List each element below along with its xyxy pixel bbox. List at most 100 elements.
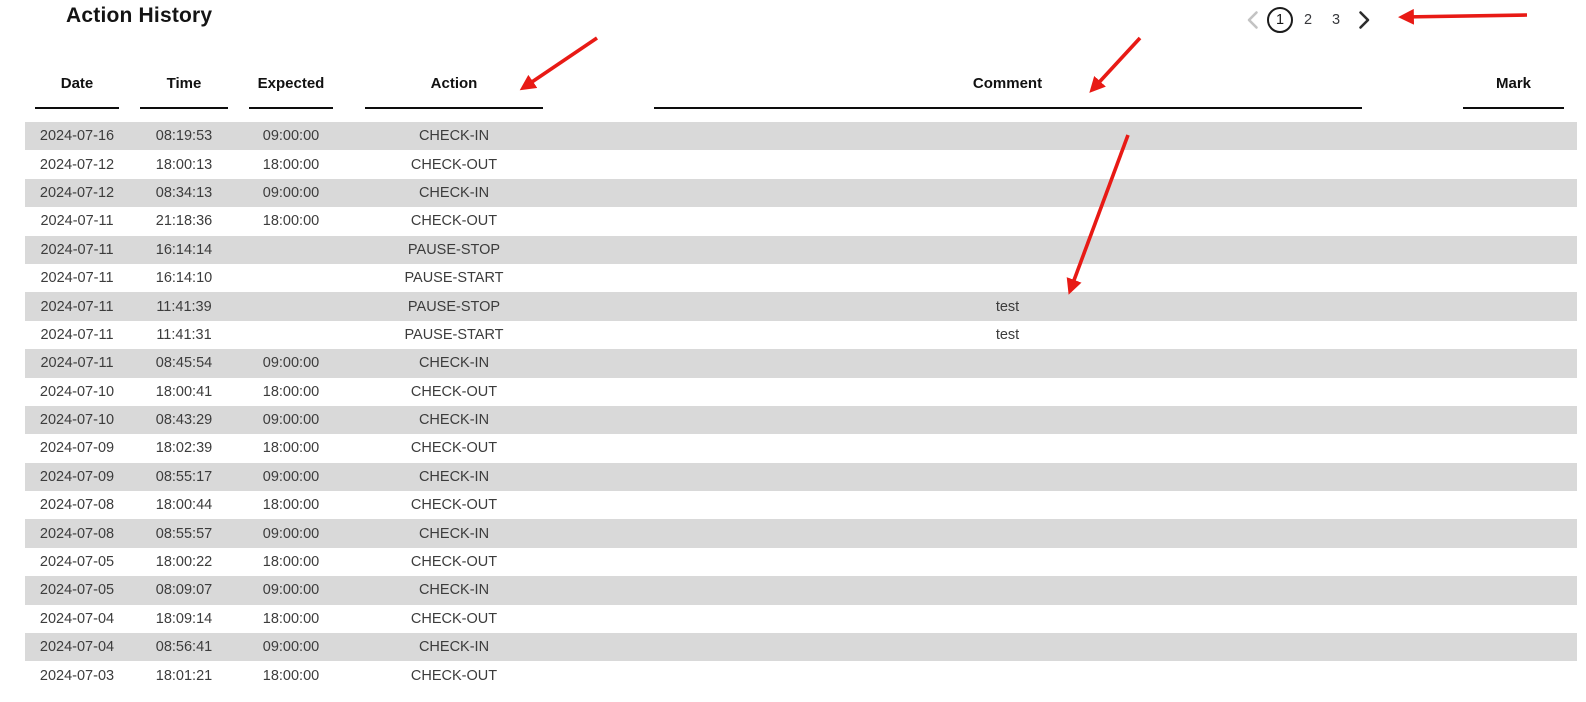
- cell-comment: [565, 150, 1450, 178]
- cell-expected: [239, 235, 343, 264]
- cell-date: 2024-07-09: [39, 440, 115, 457]
- cell-mark: [1450, 264, 1577, 292]
- table-row: 2024-07-11 16:14:14 PAUSE-STOP: [25, 235, 1577, 264]
- cell-comment: test: [995, 326, 1020, 343]
- col-header-date: Date: [25, 66, 129, 122]
- table-row: 2024-07-09 08:55:17 09:00:00 CHECK-IN: [25, 462, 1577, 492]
- cell-date: 2024-07-11: [40, 326, 114, 343]
- cell-date: 2024-07-09: [25, 462, 129, 492]
- cell-comment: [565, 548, 1450, 576]
- cell-comment: [565, 576, 1450, 605]
- cell-mark: [1450, 349, 1577, 378]
- col-header-action: Action: [343, 66, 565, 122]
- cell-time: 11:41:39: [129, 292, 239, 321]
- cell-comment: [565, 405, 1450, 435]
- page-button-3[interactable]: 3: [1322, 6, 1350, 34]
- cell-action: CHECK-OUT: [410, 156, 498, 173]
- cell-action: PAUSE-START: [404, 326, 504, 343]
- header-underline: [1462, 107, 1565, 109]
- col-header-expected: Expected: [239, 66, 343, 122]
- cell-expected: 18:00:00: [262, 156, 320, 173]
- cell-time: 08:55:57: [129, 519, 239, 548]
- chevron-left-icon: [1247, 11, 1258, 29]
- table-row: 2024-07-11 16:14:10 PAUSE-START: [25, 264, 1577, 292]
- table-row: 2024-07-10 08:43:29 09:00:00 CHECK-IN: [25, 405, 1577, 435]
- cell-action: PAUSE-STOP: [343, 235, 565, 264]
- cell-action: CHECK-IN: [343, 405, 565, 435]
- cell-date: 2024-07-05: [39, 554, 115, 571]
- cell-action: PAUSE-STOP: [343, 292, 565, 321]
- cell-comment: [565, 661, 1450, 689]
- cell-expected: [239, 292, 343, 321]
- col-header-time: Time: [129, 66, 239, 122]
- cell-action: CHECK-IN: [343, 349, 565, 378]
- cell-comment: [565, 264, 1450, 292]
- cell-mark: [1450, 462, 1577, 492]
- cell-date: 2024-07-10: [25, 405, 129, 435]
- cell-comment: [565, 122, 1450, 151]
- cell-date: 2024-07-11: [25, 292, 129, 321]
- table-row: 2024-07-11 21:18:36 18:00:00 CHECK-OUT: [25, 207, 1577, 235]
- cell-expected: 09:00:00: [239, 576, 343, 605]
- cell-action: CHECK-OUT: [410, 554, 498, 571]
- cell-time: 18:09:14: [155, 610, 213, 627]
- cell-action: CHECK-IN: [343, 576, 565, 605]
- cell-mark: [1450, 122, 1577, 151]
- cell-time: 18:00:22: [155, 554, 213, 571]
- page-button-2[interactable]: 2: [1294, 6, 1322, 34]
- cell-comment: [565, 207, 1450, 235]
- page-button-1[interactable]: 1: [1267, 7, 1293, 33]
- table-row: 2024-07-04 08:56:41 09:00:00 CHECK-IN: [25, 633, 1577, 662]
- cell-action: CHECK-IN: [343, 462, 565, 492]
- cell-time: 08:45:54: [129, 349, 239, 378]
- table-body: 2024-07-16 08:19:53 09:00:00 CHECK-IN 2024-0…: [25, 122, 1577, 690]
- cell-time: 18:00:41: [155, 383, 213, 400]
- cell-time: 16:14:14: [129, 235, 239, 264]
- cell-mark: [1450, 321, 1577, 349]
- table-row: 2024-07-16 08:19:53 09:00:00 CHECK-IN: [25, 122, 1577, 151]
- cell-time: 08:55:17: [129, 462, 239, 492]
- table-row: 2024-07-03 18:01:21 18:00:00 CHECK-OUT: [25, 661, 1577, 689]
- cell-expected: 18:00:00: [262, 610, 320, 627]
- cell-date: 2024-07-08: [39, 497, 115, 514]
- cell-date: 2024-07-12: [25, 178, 129, 208]
- cell-date: 2024-07-11: [25, 235, 129, 264]
- cell-time: 08:19:53: [129, 122, 239, 151]
- next-page-button[interactable]: [1350, 6, 1378, 34]
- header-underline: [653, 107, 1362, 109]
- cell-action: CHECK-IN: [343, 633, 565, 662]
- table-row: 2024-07-11 08:45:54 09:00:00 CHECK-IN: [25, 349, 1577, 378]
- cell-expected: [239, 321, 343, 349]
- cell-action: PAUSE-START: [404, 270, 504, 287]
- cell-comment: [565, 605, 1450, 633]
- cell-expected: 09:00:00: [239, 633, 343, 662]
- col-header-comment: Comment: [565, 66, 1450, 122]
- cell-time: 16:14:10: [155, 270, 213, 287]
- pagination: 1 2 3: [1238, 4, 1378, 36]
- cell-mark: [1450, 605, 1577, 633]
- cell-comment: [565, 633, 1450, 662]
- cell-action: CHECK-OUT: [410, 383, 498, 400]
- prev-page-button[interactable]: [1238, 6, 1266, 34]
- cell-date: 2024-07-11: [25, 349, 129, 378]
- header-underline: [249, 107, 333, 109]
- cell-date: 2024-07-11: [40, 270, 114, 287]
- cell-date: 2024-07-16: [25, 122, 129, 151]
- cell-expected: 09:00:00: [239, 462, 343, 492]
- cell-mark: [1450, 207, 1577, 235]
- cell-time: 08:56:41: [129, 633, 239, 662]
- cell-date: 2024-07-10: [39, 383, 115, 400]
- header-underline: [140, 107, 228, 109]
- cell-expected: 09:00:00: [239, 349, 343, 378]
- action-history-table: Date Time Expected Action Comment: [25, 66, 1577, 690]
- cell-mark: [1450, 235, 1577, 264]
- cell-expected: 18:00:00: [262, 554, 320, 571]
- cell-expected: 18:00:00: [262, 667, 320, 684]
- cell-time: 08:43:29: [129, 405, 239, 435]
- cell-date: 2024-07-08: [25, 519, 129, 548]
- cell-mark: [1450, 491, 1577, 519]
- col-header-mark: Mark: [1450, 66, 1577, 122]
- cell-comment: test: [565, 292, 1450, 321]
- cell-expected: 09:00:00: [239, 178, 343, 208]
- cell-mark: [1450, 633, 1577, 662]
